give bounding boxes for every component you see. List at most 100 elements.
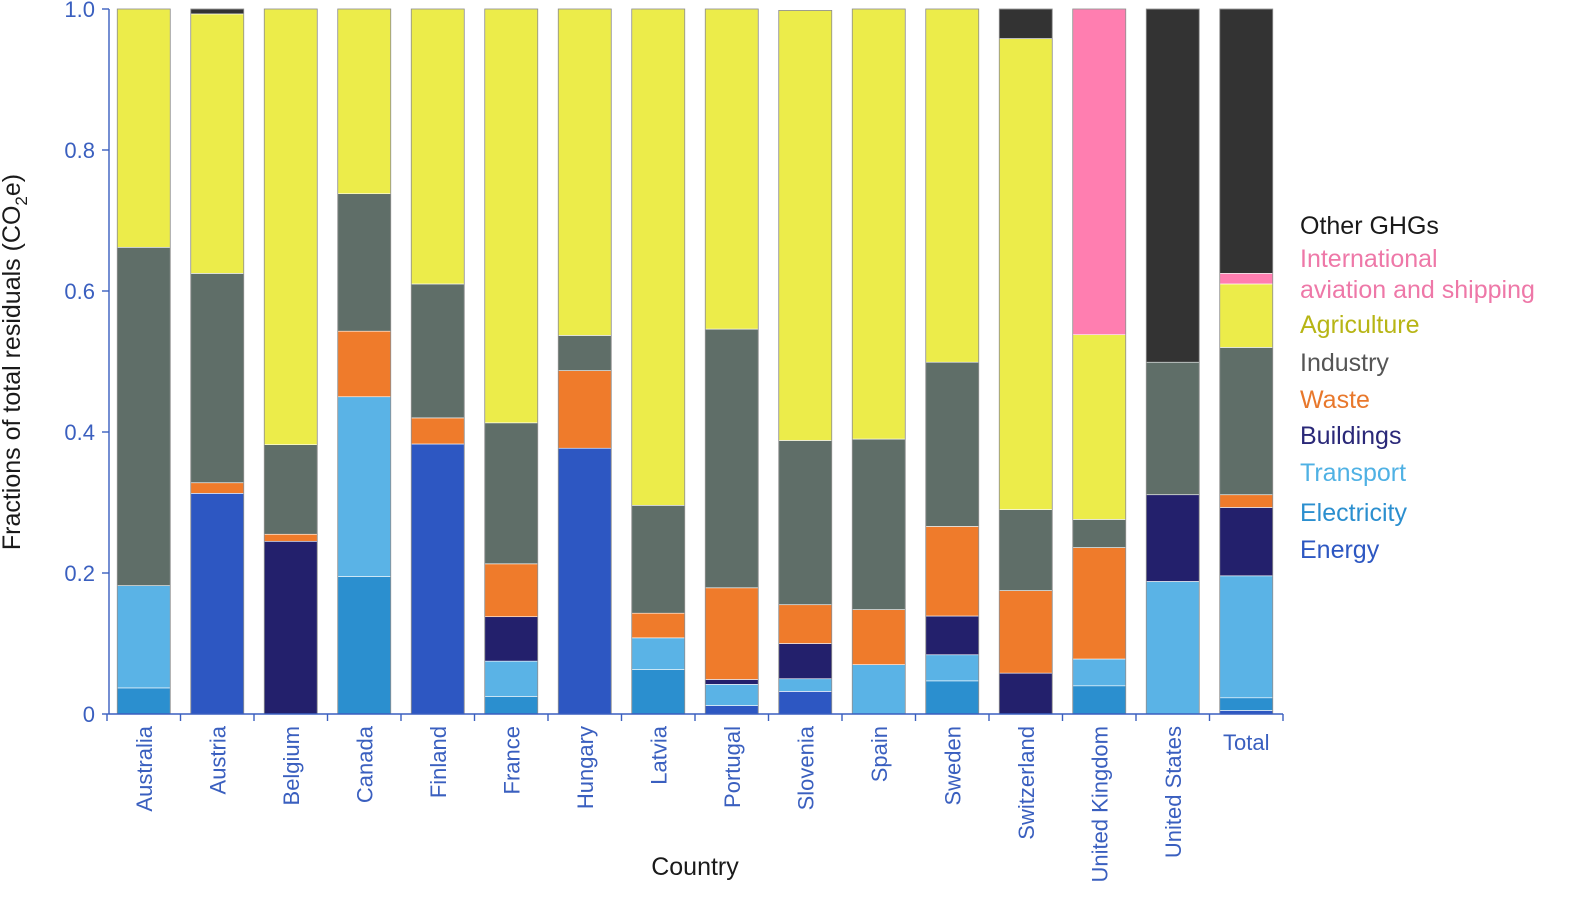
bar-segment-australia-electricity <box>116 687 171 715</box>
bar-segment-canada-electricity <box>337 576 392 715</box>
bar-segment-latvia-agriculture <box>631 8 686 506</box>
bar-segment-slovenia-buildings <box>778 643 833 680</box>
bar-segment-belgium-agriculture <box>263 8 318 445</box>
bar-segment-latvia-electricity <box>631 669 686 715</box>
x-tick-label-switzerland: Switzerland <box>1014 726 1039 840</box>
bar-segment-hungary-energy <box>557 447 612 715</box>
bar-segment-finland-energy <box>410 443 465 715</box>
bar-group-finland <box>410 8 465 715</box>
bar-group-sweden <box>925 8 980 715</box>
bar-segment-switzerland-buildings <box>998 672 1053 715</box>
bar-group-canada <box>337 8 392 715</box>
legend-entry-international: International <box>1300 245 1438 273</box>
bar-segment-australia-transport <box>116 585 171 689</box>
bar-segment-united-kingdom-electricity <box>1072 685 1127 715</box>
x-tick-label-sweden: Sweden <box>940 726 965 806</box>
bar-segment-spain-agriculture <box>851 8 906 440</box>
x-tick-label-finland: Finland <box>426 726 451 798</box>
y-axis-title-suffix: e) <box>0 174 26 196</box>
x-tick-label-austria: Austria <box>205 725 230 794</box>
bar-segment-united-states-industry <box>1145 361 1200 496</box>
legend-entry-energy: Energy <box>1300 536 1380 564</box>
bar-segment-hungary-agriculture <box>557 8 612 336</box>
bar-segment-total-international-aviation-and-shipping <box>1219 273 1274 285</box>
bar-segment-united-states-other-ghgs <box>1145 8 1200 363</box>
bar-segment-canada-agriculture <box>337 8 392 195</box>
bar-segment-total-transport <box>1219 575 1274 699</box>
legend: Other GHGs International aviation and ship… <box>1300 212 1535 564</box>
bar-segment-switzerland-waste <box>998 590 1053 674</box>
x-axis-title: Country <box>651 853 739 881</box>
bar-segment-sweden-buildings <box>925 615 980 656</box>
x-tick-label-united-kingdom: United Kingdom <box>1087 726 1112 883</box>
bar-segment-portugal-buildings <box>704 679 759 685</box>
bar-segment-sweden-electricity <box>925 680 980 715</box>
legend-entry-aviation-and-shipping: aviation and shipping <box>1300 276 1535 304</box>
bar-segment-total-other-ghgs <box>1219 8 1274 274</box>
bar-segment-united-kingdom-industry <box>1072 519 1127 548</box>
bar-segment-united-states-transport <box>1145 581 1200 715</box>
legend-entry-industry: Industry <box>1300 349 1389 377</box>
bar-group-australia <box>116 8 171 715</box>
bar-segment-slovenia-agriculture <box>778 10 833 441</box>
bar-group-austria <box>190 8 245 715</box>
bar-segment-slovenia-industry <box>778 440 833 606</box>
bar-segment-total-industry <box>1219 347 1274 496</box>
legend-entry-waste: Waste <box>1300 386 1370 414</box>
bar-segment-slovenia-energy <box>778 691 833 715</box>
bar-segment-france-waste <box>484 563 539 618</box>
bar-segment-slovenia-waste <box>778 604 833 644</box>
bar-group-spain <box>851 8 906 715</box>
bar-group-switzerland <box>998 8 1053 715</box>
bar-segment-latvia-waste <box>631 612 686 639</box>
legend-entry-buildings: Buildings <box>1300 422 1401 450</box>
bar-segment-austria-waste <box>190 482 245 494</box>
bar-segment-slovenia-transport <box>778 678 833 692</box>
axes-layer: 0 0.2 0.4 0.6 0.8 1.0 Australia Austria Belgium C… <box>64 0 1284 883</box>
bar-segment-united-states-buildings <box>1145 494 1200 582</box>
x-tick-label-portugal: Portugal <box>720 726 745 808</box>
x-tick-label-australia: Australia <box>132 725 157 811</box>
bar-segment-france-agriculture <box>484 8 539 424</box>
bar-segment-france-buildings <box>484 616 539 662</box>
bar-segment-portugal-transport <box>704 684 759 706</box>
bar-segment-total-waste <box>1219 494 1274 508</box>
bar-segment-finland-industry <box>410 283 465 419</box>
bar-segment-australia-agriculture <box>116 8 171 248</box>
bar-segment-sweden-transport <box>925 654 980 682</box>
bar-segment-portugal-industry <box>704 328 759 589</box>
bar-group-france <box>484 8 539 715</box>
bar-segment-united-kingdom-agriculture <box>1072 334 1127 520</box>
legend-entry-other-ghgs: Other GHGs <box>1300 212 1439 240</box>
bar-group-belgium <box>263 8 318 715</box>
bar-segment-belgium-buildings <box>263 540 318 715</box>
bar-segment-total-electricity <box>1219 697 1274 711</box>
bar-segment-austria-industry <box>190 273 245 484</box>
bar-segment-sweden-agriculture <box>925 8 980 363</box>
bar-segment-spain-industry <box>851 438 906 610</box>
y-axis-title-main: Fractions of total residuals (CO <box>0 206 26 551</box>
y-tick-label: 0.4 <box>64 420 95 445</box>
x-tick-label-united-states: United States <box>1161 726 1186 858</box>
bar-segment-australia-industry <box>116 246 171 586</box>
bar-segment-hungary-waste <box>557 370 612 449</box>
bar-segment-france-electricity <box>484 696 539 715</box>
bar-segment-canada-industry <box>337 193 392 332</box>
bar-segment-canada-waste <box>337 330 392 398</box>
bar-segment-belgium-industry <box>263 444 318 535</box>
bar-segment-canada-transport <box>337 396 392 577</box>
bar-segment-portugal-waste <box>704 587 759 680</box>
bar-segment-sweden-industry <box>925 361 980 527</box>
bar-segment-united-kingdom-transport <box>1072 658 1127 687</box>
y-tick-label: 0.6 <box>64 279 95 304</box>
x-tick-label-france: France <box>499 726 524 794</box>
y-axis-title: Fractions of total residuals (CO2e) <box>0 174 31 550</box>
bar-segment-finland-agriculture <box>410 8 465 285</box>
x-tick-label-latvia: Latvia <box>646 725 671 784</box>
bar-segment-austria-energy <box>190 493 245 715</box>
x-tick-label-canada: Canada <box>352 725 377 803</box>
bar-group-united-kingdom <box>1072 8 1127 715</box>
y-tick-label: 0.2 <box>64 561 95 586</box>
bar-segment-hungary-industry <box>557 335 612 371</box>
